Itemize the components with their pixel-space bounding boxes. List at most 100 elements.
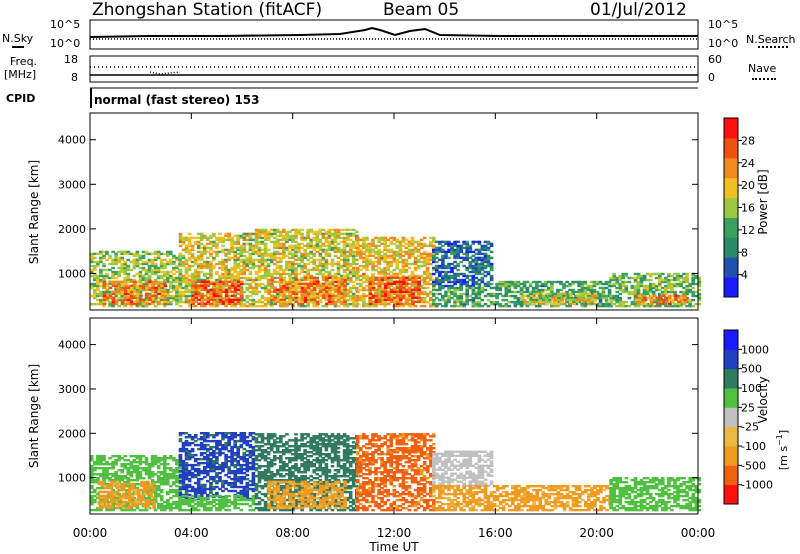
heatmap-cell [260,260,265,264]
heatmap-cell [480,268,485,272]
heatmap-cell [194,286,198,289]
heatmap-cell [266,268,271,272]
heatmap-cell [99,459,103,462]
heatmap-cell [398,270,403,274]
heatmap-cell [359,254,363,258]
heatmap-cell [150,298,155,302]
heatmap-cell [531,298,536,302]
heatmap-cell [374,264,378,268]
heatmap-cell [127,302,131,305]
heatmap-cell [318,232,323,236]
heatmap-cell [99,284,103,288]
heatmap-cell [471,270,476,274]
heatmap-cell [99,298,103,302]
heatmap-cell [343,288,347,291]
heatmap-cell [129,508,134,512]
heatmap-cell [618,282,623,286]
heatmap-cell [618,302,623,306]
heatmap-cell [123,268,127,272]
heatmap-cell [447,294,451,298]
heatmap-cell [356,290,360,294]
heatmap-cell [321,258,326,262]
heatmap-cell [330,284,335,288]
heatmap-cell [291,284,296,287]
heatmap-cell [114,288,118,292]
heatmap-cell [224,294,229,297]
heatmap-cell [150,481,155,484]
heatmap-cell [169,290,173,294]
heatmap-cell [248,260,253,264]
heatmap-cell [156,254,161,258]
heatmap-cell [175,500,179,504]
heatmap-cell [114,282,118,286]
heatmap-cell [444,298,448,302]
heatmap-cell [315,258,320,262]
heatmap-cell [263,238,268,242]
heatmap-cell [263,234,268,238]
heatmap-cell [604,286,609,290]
heatmap-cell [348,250,353,254]
heatmap-cell [316,286,320,289]
heatmap-cell [441,298,445,302]
heatmap-cell [333,246,338,250]
heatmap-cell [114,260,118,264]
heatmap-cell [203,302,208,305]
heatmap-cell [365,246,369,250]
heatmap-cell [553,296,557,300]
heatmap-cell [429,244,433,248]
heatmap-cell [609,300,613,304]
heatmap-cell [589,288,594,292]
heatmap-cell [598,282,603,286]
heatmap-cell [380,276,385,279]
heatmap-cell [685,286,689,290]
heatmap-cell [422,298,427,302]
heatmap-cell [254,270,259,274]
heatmap-cell [275,260,280,264]
heatmap-cell [383,288,388,291]
heatmap-cell [135,473,140,476]
heatmap-cell [589,302,594,306]
heatmap-cell [203,250,207,254]
heatmap-cell [333,236,338,240]
heatmap-cell [93,292,97,296]
heatmap-cell [126,473,131,476]
heatmap-cell [263,288,268,292]
heatmap-cell [694,290,699,294]
heatmap-cell [163,467,167,470]
heatmap-cell [356,296,360,300]
heatmap-cell [633,272,638,276]
heatmap-cell [199,266,204,270]
cpid-text: normal (fast stereo) 153 [94,93,260,107]
heatmap-cell [108,294,113,297]
heatmap-cell [615,290,619,294]
heatmap-cell [144,463,149,466]
heatmap-cell [498,288,502,292]
heatmap-cell [303,304,307,308]
heatmap-cell [513,294,518,298]
heatmap-cell [251,260,256,264]
heatmap-cell [266,270,271,274]
heatmap-cell [327,240,332,244]
heatmap-cell [157,300,161,303]
heatmap-cell [362,236,366,240]
heatmap-cell [474,292,479,296]
heatmap-cell [331,288,335,291]
heatmap-cell [218,262,222,266]
heatmap-cell [677,300,681,303]
heatmap-cell [303,256,307,260]
heatmap-cell [245,258,250,262]
heatmap-cell [138,459,143,462]
heatmap-cell [550,286,554,290]
heatmap-cell [416,258,421,262]
heatmap-cell [685,272,689,276]
heatmap-cell [236,234,240,238]
heatmap-cell [456,244,460,248]
heatmap-cell [419,300,424,304]
heatmap-cell [279,280,284,283]
heatmap-cell [348,302,353,306]
heatmap-cell [343,286,347,289]
heatmap-cell [118,496,123,500]
heatmap-cell [239,302,244,306]
heatmap-cell [645,286,650,290]
heatmap-cell [163,278,167,282]
